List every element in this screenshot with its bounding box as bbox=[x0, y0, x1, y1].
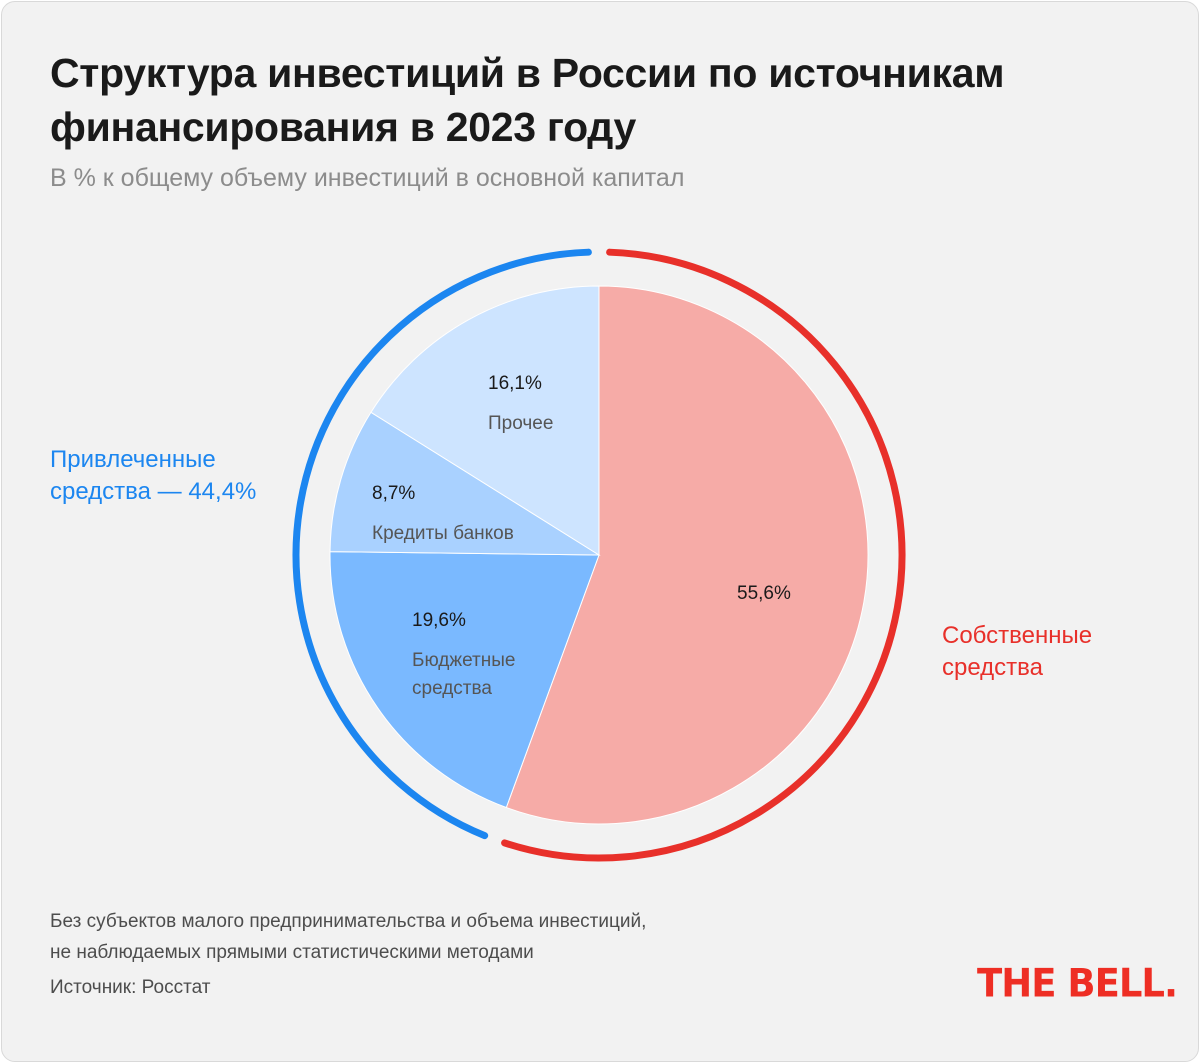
slice-name-budget-1: Бюджетные bbox=[412, 650, 515, 671]
group-ring-own bbox=[501, 248, 906, 862]
pie-slice-banks bbox=[329, 411, 601, 556]
slice-value-own: 55,6% bbox=[737, 583, 791, 604]
footnote: Без субъектов малого предпринимательства… bbox=[50, 906, 646, 968]
footnote-line2: не наблюдаемых прямыми статистическими м… bbox=[50, 942, 534, 963]
slice-value-other: 16,1% bbox=[488, 373, 542, 394]
slice-value-budget: 19,6% bbox=[412, 610, 466, 631]
group-label-own: Собственные средства bbox=[942, 620, 1092, 684]
slice-value-banks: 8,7% bbox=[372, 483, 415, 504]
chart-title: Структура инвестиций в России по источни… bbox=[50, 50, 1005, 150]
slice-name-banks: Кредиты банков bbox=[372, 523, 514, 544]
pie-slice-budget bbox=[329, 551, 600, 809]
pie-slice-other bbox=[370, 285, 600, 556]
footnote-line1: Без субъектов малого предпринимательства… bbox=[50, 911, 647, 932]
slice-name-budget-2: средства bbox=[412, 678, 492, 699]
group-ring-attracted bbox=[292, 248, 592, 840]
group-label-attracted-line1: Привлеченные bbox=[50, 446, 216, 473]
group-label-attracted: Привлеченные средства — 44,4% bbox=[50, 444, 256, 508]
slice-name-other: Прочее bbox=[488, 413, 553, 434]
source-text: Источник: Росстат bbox=[50, 977, 211, 998]
group-label-attracted-line2: средства — 44,4% bbox=[50, 478, 257, 505]
chart-subtitle: В % к общему объему инвестиций в основно… bbox=[50, 164, 685, 192]
the-bell-logo: THE BELL. bbox=[977, 960, 1178, 1007]
pie-slice-own bbox=[505, 285, 869, 825]
group-label-own-line1: Собственные bbox=[942, 622, 1093, 649]
group-label-own-line2: средства bbox=[942, 654, 1043, 681]
